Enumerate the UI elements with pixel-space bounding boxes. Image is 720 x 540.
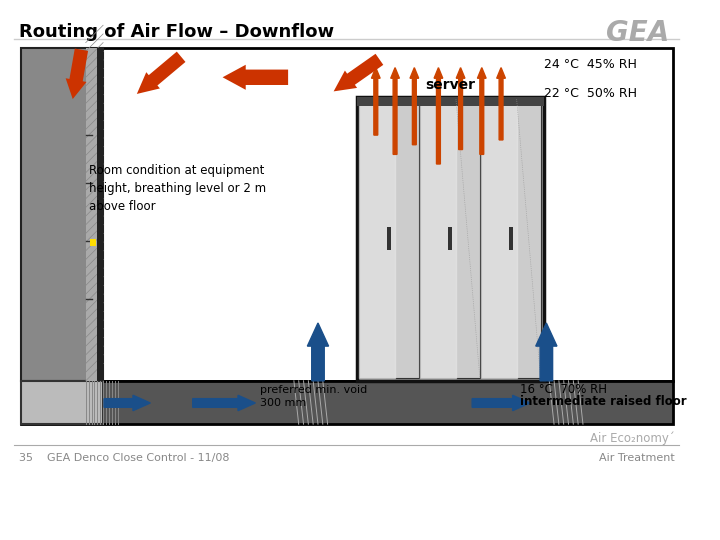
FancyArrow shape <box>104 395 150 411</box>
Bar <box>97 49 103 381</box>
Text: Room condition at equipment
height, breathing level or 2 m
above floor: Room condition at equipment height, brea… <box>89 164 266 213</box>
Polygon shape <box>420 99 456 378</box>
FancyArrow shape <box>497 68 505 140</box>
Text: 22 °C  50% RH: 22 °C 50% RH <box>544 87 637 100</box>
Text: Air Eco₂nomy´: Air Eco₂nomy´ <box>590 432 675 445</box>
Bar <box>21 381 103 424</box>
Bar <box>387 227 391 250</box>
Text: preferred min. void
300 mm: preferred min. void 300 mm <box>260 384 367 408</box>
Bar <box>448 227 452 250</box>
Polygon shape <box>359 99 395 378</box>
Bar <box>86 49 103 381</box>
Text: GEA: GEA <box>606 19 670 48</box>
Bar <box>356 97 544 381</box>
Text: intermediate raised floor: intermediate raised floor <box>521 395 687 408</box>
Bar <box>481 99 541 378</box>
Polygon shape <box>137 52 186 94</box>
Text: 35    GEA Denco Close Control - 11/08: 35 GEA Denco Close Control - 11/08 <box>19 453 230 463</box>
Text: Routing of Air Flow – Downflow: Routing of Air Flow – Downflow <box>19 23 334 42</box>
FancyArrow shape <box>472 395 530 411</box>
FancyArrow shape <box>536 323 557 381</box>
Polygon shape <box>333 54 383 91</box>
Polygon shape <box>66 49 88 99</box>
Bar <box>509 227 513 250</box>
FancyArrow shape <box>307 323 328 381</box>
Text: 16 °C  70% RH: 16 °C 70% RH <box>521 383 608 396</box>
Bar <box>21 381 672 424</box>
Bar <box>21 49 103 381</box>
FancyArrow shape <box>434 68 443 164</box>
Text: Air Treatment: Air Treatment <box>599 453 675 463</box>
Polygon shape <box>222 65 288 90</box>
Text: 24 °C  45% RH: 24 °C 45% RH <box>544 58 637 71</box>
Text: server: server <box>426 78 475 92</box>
FancyArrow shape <box>193 395 256 411</box>
Bar <box>21 49 672 381</box>
Bar <box>359 99 419 378</box>
Bar <box>89 239 96 246</box>
Polygon shape <box>481 99 517 378</box>
Bar <box>356 97 544 106</box>
FancyArrow shape <box>477 68 486 154</box>
FancyArrow shape <box>456 68 465 150</box>
FancyArrow shape <box>372 68 380 135</box>
FancyArrow shape <box>391 68 400 154</box>
FancyArrow shape <box>410 68 418 145</box>
Bar <box>420 99 480 378</box>
